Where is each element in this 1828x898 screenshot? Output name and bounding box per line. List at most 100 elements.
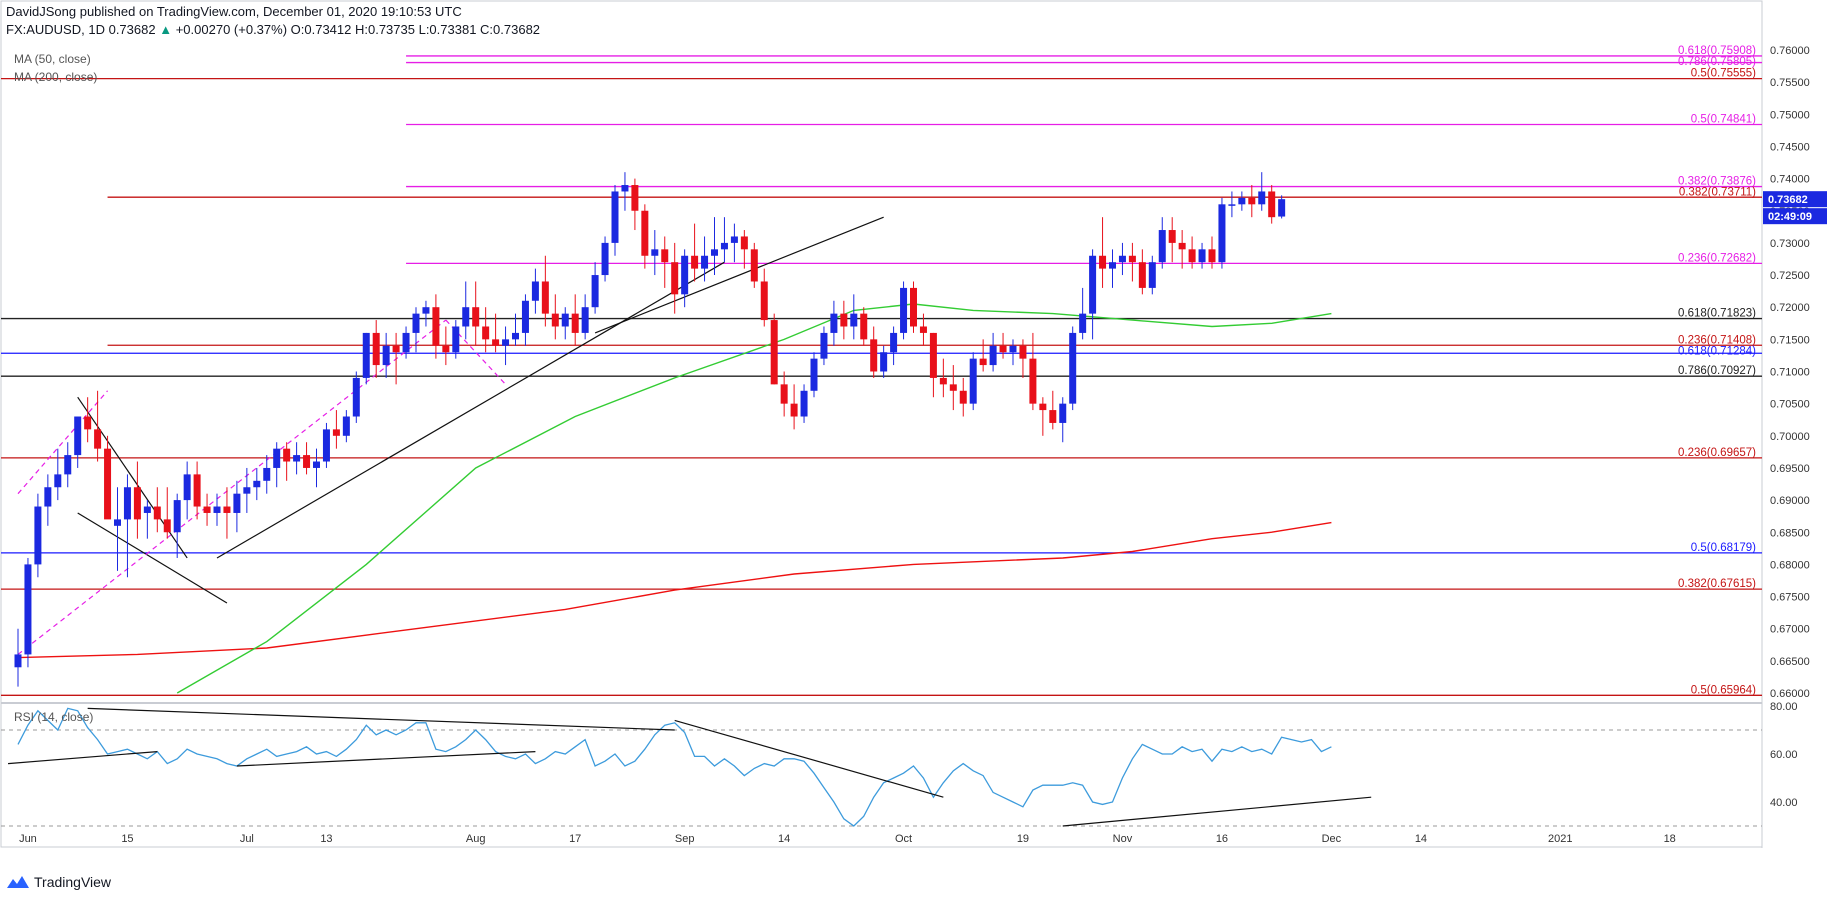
candle-body (352, 377, 360, 417)
candle-body (104, 448, 112, 520)
candle-body (661, 249, 669, 263)
fib-level-label: 0.786(0.75805) (1678, 56, 1756, 68)
candle-body (999, 345, 1007, 353)
candle-body (671, 262, 679, 295)
candle-body (800, 390, 808, 417)
candle-body (1178, 242, 1186, 250)
trendline (77, 396, 188, 559)
rsi-trendline (1062, 796, 1372, 827)
trendline (216, 261, 725, 559)
candle-body (382, 345, 390, 366)
last-price-badge (1763, 191, 1827, 208)
time-tick-label: Dec (1322, 833, 1342, 845)
candle-body (452, 326, 460, 353)
candle-body (342, 416, 350, 436)
candle-body (1208, 249, 1216, 263)
time-tick-label: Nov (1113, 833, 1133, 845)
candle-body (910, 287, 917, 327)
price-tick-label: 0.70500 (1770, 399, 1810, 411)
time-tick-label: Sep (675, 833, 695, 845)
candle-body (601, 242, 609, 276)
candle-body (94, 429, 102, 449)
candle-body (959, 390, 967, 404)
price-tick-label: 0.66000 (1770, 688, 1810, 700)
candle-body (691, 255, 699, 269)
rsi-trendline (87, 707, 675, 731)
ma50-legend[interactable]: MA (50, close) (14, 52, 91, 66)
rsi-legend[interactable]: RSI (14, close) (14, 710, 94, 724)
fib-level-label: 0.618(0.71823) (1678, 308, 1756, 320)
ma200-legend[interactable]: MA (200, close) (14, 70, 98, 84)
candle-body (880, 352, 888, 372)
candle-body (1248, 197, 1256, 205)
candle-body (621, 185, 629, 192)
candle-body (153, 506, 161, 520)
candle-body (750, 249, 758, 282)
candle-body (850, 313, 858, 327)
candle-body (1198, 249, 1206, 263)
fib-level-label: 0.618(0.71284) (1678, 345, 1756, 357)
candle-body (1069, 332, 1077, 404)
candle-body (24, 564, 32, 655)
price-tick-label: 0.67000 (1770, 624, 1810, 636)
dashed-trendline (445, 319, 506, 385)
symbol-name[interactable]: FX:AUDUSD, 1D (6, 22, 105, 37)
candle-body (830, 313, 838, 333)
price-tick-label: 0.72500 (1770, 270, 1810, 282)
candle-body (1099, 255, 1107, 269)
countdown-badge-text: 02:49:09 (1768, 211, 1812, 223)
candle-body (163, 519, 171, 533)
candle-body (44, 487, 52, 507)
last-price: 0.73682 (108, 22, 156, 37)
candle-body (472, 307, 480, 327)
candle-body (611, 191, 619, 243)
candle-body (322, 429, 330, 462)
candle-body (1009, 345, 1017, 353)
time-tick-label: 17 (569, 833, 581, 845)
candle-body (392, 345, 400, 353)
candle-body (203, 506, 211, 513)
candle-body (34, 506, 42, 565)
candle-body (54, 474, 62, 488)
candle-body (740, 236, 748, 250)
tradingview-logo[interactable]: TradingView (6, 874, 111, 890)
candle-body (840, 313, 848, 327)
candle-body (711, 249, 718, 256)
candle-body (1059, 403, 1067, 423)
candle-body (293, 455, 301, 462)
candle-body (561, 313, 569, 327)
trendline (594, 216, 884, 334)
candle-body (173, 500, 181, 533)
candle-body (313, 461, 320, 468)
candle-body (770, 320, 778, 385)
rsi-tick-label: 80.00 (1770, 701, 1798, 713)
candle-body (571, 313, 579, 333)
candle-body (133, 487, 141, 520)
candle-body (143, 506, 151, 513)
price-tick-label: 0.68500 (1770, 527, 1810, 539)
ma200-line (17, 521, 1332, 659)
candle-body (810, 358, 818, 391)
candle-body (790, 403, 798, 417)
fib-level-label: 0.382(0.73711) (1679, 187, 1756, 199)
candle-body (760, 281, 768, 321)
price-tick-label: 0.74500 (1770, 141, 1810, 153)
rsi-tick-label: 60.00 (1770, 749, 1798, 761)
rsi-trendline (236, 751, 536, 767)
price-tick-label: 0.73000 (1770, 238, 1810, 250)
candle-body (273, 448, 281, 468)
rsi-line (17, 707, 1332, 827)
candle-body (1278, 199, 1286, 217)
candle-body (1029, 358, 1037, 404)
candle-body (979, 358, 987, 366)
candle-body (641, 210, 649, 256)
candle-body (1238, 197, 1246, 205)
candle-body (422, 307, 430, 314)
price-change: +0.00270 (+0.37%) (175, 22, 288, 37)
tradingview-wordmark: TradingView (34, 874, 112, 890)
candle-body (1188, 249, 1196, 263)
candle-body (900, 287, 908, 333)
candle-body (253, 480, 261, 488)
